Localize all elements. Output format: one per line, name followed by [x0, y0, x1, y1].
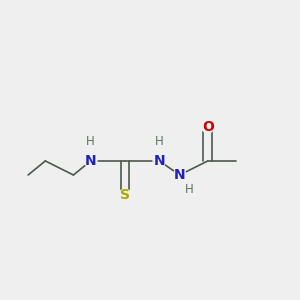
Circle shape — [173, 169, 186, 181]
Text: S: S — [120, 188, 130, 202]
Circle shape — [119, 189, 131, 202]
Text: N: N — [85, 154, 96, 168]
Circle shape — [202, 120, 214, 133]
Circle shape — [153, 155, 166, 167]
Text: N: N — [154, 154, 165, 168]
Text: H: H — [155, 135, 164, 148]
Circle shape — [84, 155, 97, 167]
Text: H: H — [185, 183, 194, 196]
Text: N: N — [174, 168, 185, 182]
Text: H: H — [86, 135, 95, 148]
Text: O: O — [202, 120, 214, 134]
